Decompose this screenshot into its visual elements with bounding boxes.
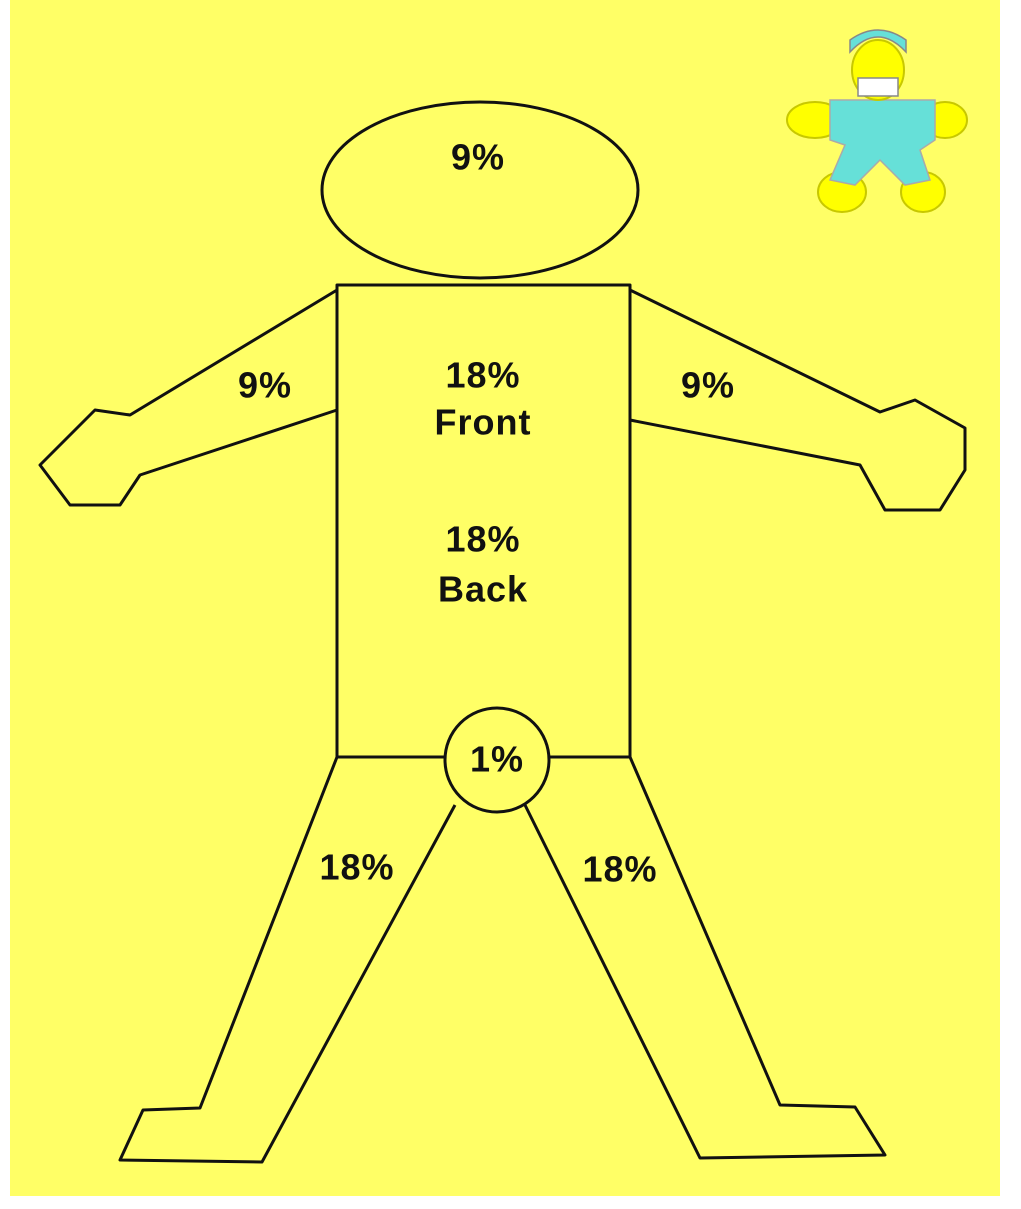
left-leg-label: 18% — [319, 847, 394, 888]
left-arm-label: 9% — [238, 365, 292, 406]
torso-back-side: Back — [438, 569, 528, 610]
rule-of-nines-diagram: 9% 18% Front 18% Back 9% 9% 1% 18% 18% — [0, 0, 1021, 1209]
page: {"regions": { "head": {"label": "9%"}, "… — [0, 0, 1021, 1209]
head-label: 9% — [451, 137, 505, 178]
right-arm-label: 9% — [681, 365, 735, 406]
torso-front-percent: 18% — [445, 355, 520, 396]
right-leg-label: 18% — [582, 849, 657, 890]
torso-back-percent: 18% — [445, 519, 520, 560]
groin-label: 1% — [470, 739, 524, 780]
torso-front-side: Front — [435, 402, 532, 443]
